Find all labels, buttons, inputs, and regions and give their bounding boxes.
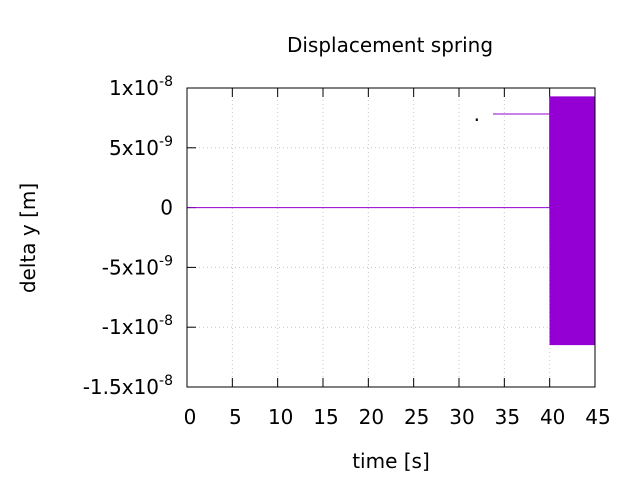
x-tick-label: 25 <box>404 405 429 429</box>
plot-border <box>186 87 596 388</box>
series-layer <box>187 96 596 346</box>
x-tick-label: 15 <box>313 405 338 429</box>
y-tick-mantissa: -1x10 <box>102 315 159 339</box>
x-tick-label: 5 <box>229 405 242 429</box>
y-tick-mantissa: 0 <box>160 196 173 220</box>
y-tick-exponent: -8 <box>159 74 173 90</box>
x-tick-label: 20 <box>359 405 384 429</box>
y-tick-label: -1.5x10-8 <box>83 373 173 399</box>
x-tick-label: 40 <box>540 405 565 429</box>
plot-background <box>187 88 595 387</box>
y-tick-exponent: -8 <box>159 373 173 389</box>
x-tick-label: 10 <box>268 405 293 429</box>
y-tick-mantissa: -5x10 <box>102 255 159 279</box>
y-tick-label: -1x10-8 <box>102 313 173 339</box>
y-tick-exponent: -9 <box>159 253 173 269</box>
x-tick-label: 30 <box>449 405 474 429</box>
y-tick-label: 1x10-8 <box>109 74 173 100</box>
x-axis-ticks: 0 5 10 15 20 25 30 35 40 45 <box>184 88 611 429</box>
x-tick-label: 35 <box>495 405 520 429</box>
y-tick-mantissa: 5x10 <box>109 136 159 160</box>
y-tick-label: 0 <box>160 196 173 220</box>
legend: . <box>474 102 565 126</box>
y-tick-label: 5x10-9 <box>109 134 173 160</box>
x-tick-label: 0 <box>184 405 197 429</box>
y-tick-exponent: -9 <box>159 134 173 150</box>
x-axis-label: time [s] <box>352 449 430 473</box>
y-axis-label: delta y [m] <box>16 183 40 293</box>
y-tick-mantissa: 1x10 <box>109 76 159 100</box>
y-tick-label: -5x10-9 <box>102 253 173 279</box>
series-line <box>187 96 596 346</box>
chart-title: Displacement spring <box>287 33 493 57</box>
y-tick-mantissa: -1.5x10 <box>83 375 159 399</box>
x-tick-label: 45 <box>585 405 610 429</box>
y-tick-exponent: -8 <box>159 313 173 329</box>
legend-label: . <box>474 102 480 126</box>
